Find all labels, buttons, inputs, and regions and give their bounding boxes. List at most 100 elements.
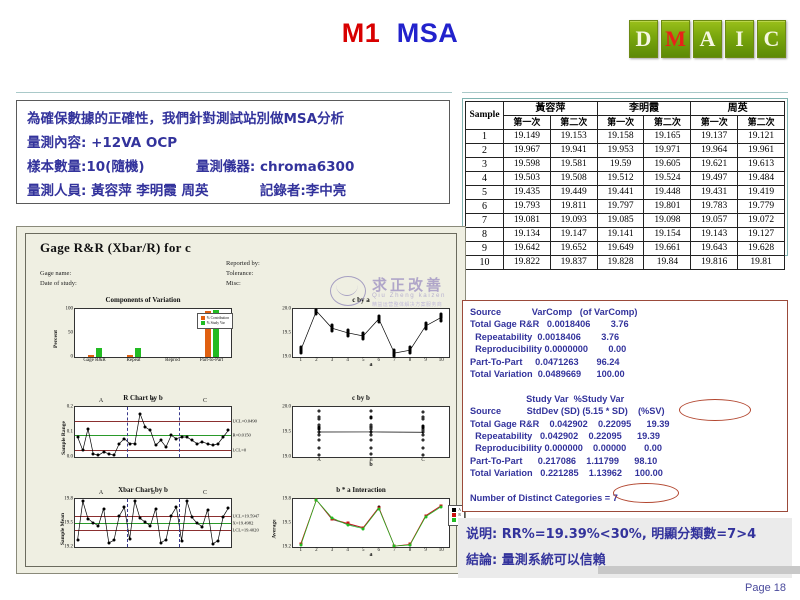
chart-group-label: B [150,398,156,404]
table-cell-value: 19.508 [549,171,598,186]
chart-y-tick: 19.5 [64,520,73,526]
table-cell-value: 19.441 [596,185,645,200]
table-header-trial: 第一次 [503,115,551,130]
table-cell-value: 19.419 [737,185,785,200]
chart-x-tick: 1 [299,358,303,363]
table-cell-value: 19.165 [643,129,692,144]
chart-data-point [317,446,321,450]
table-header-trial: 第一次 [596,115,645,130]
table-cell-value: 19.512 [596,171,645,186]
table-cell-value: 19.503 [503,171,551,186]
chart-title: Xbar Chart by b [118,486,168,494]
chart-r-chart-by-b: R Chart by b Sample Range 0.0 0.1 0.2 UCL=0.0… [48,394,257,472]
msa-description-box: 為確保數據的正確性，我們針對測試站別做MSA分析 量測內容: +12VA OCP… [16,100,450,204]
table-cell-value: 19.093 [549,213,598,228]
chart-y-tick: 19.5 [282,520,291,526]
table-cell-sample: 4 [465,171,504,186]
chart-group-divider [127,407,128,457]
chart-control-limit-label: R=0.0150 [232,432,251,438]
chart-x-axis-label: b [369,462,373,468]
table-cell-value: 19.811 [549,199,598,214]
chart-data-point [76,435,80,439]
chart-bar [134,347,141,357]
chart-y-tick: 0 [70,354,74,360]
chart-y-tick: 0.2 [66,404,73,410]
chart-data-point [317,409,321,413]
chart-y-tick: 19.8 [64,496,73,502]
chart-y-tick: 19.0 [282,454,291,460]
chart-control-limit-line [75,529,231,531]
chart-x-tick: 8 [408,548,412,553]
table-cell-value: 19.147 [549,227,598,242]
chart-data-point [226,506,230,510]
chart-title: b * a Interaction [336,486,386,494]
table-cell-value: 19.143 [690,227,739,242]
table-cell-value: 19.59 [596,157,645,172]
dmaic-badge-c: C [757,20,786,58]
table-cell-value: 19.643 [690,241,739,256]
table-cell-sample: 6 [465,199,504,214]
chart-y-tick: 19.2 [64,544,73,550]
chart-series-line [293,499,449,547]
table-cell-value: 19.816 [690,255,739,270]
chart-y-axis-label: Sample Range [60,421,67,455]
chart-group-divider [127,499,128,547]
table-cell-value: 19.141 [596,227,645,242]
footer-bar [598,566,800,574]
chart-series-line [293,309,449,357]
chart-y-tick: 19.2 [282,544,291,550]
chart-data-point [317,415,321,419]
chart-series-line [293,407,449,457]
chart-x-tick: 2 [315,358,318,363]
table-cell-value: 19.613 [737,157,785,172]
table-cell-value: 19.964 [690,143,739,158]
chart-control-limit-line [75,435,231,436]
gage-rr-statistics-text: Source VarComp (of VarComp) Total Gage R… [470,307,670,504]
table-cell-sample: 2 [465,143,504,158]
chart-title: c by a [352,296,370,304]
chart-group-label: C [202,490,208,496]
chart-data-point [369,433,373,437]
minitab-title: Gage R&R (Xbar/R) for c [40,240,192,255]
chart-plot-area: b 19.0 19.5 20.0 A B C [282,405,450,468]
info-line-purpose: 為確保數據的正確性，我們針對測試站別做MSA分析 [27,111,345,127]
chart-plot-area: 0.0 0.1 0.2 UCL=0.0490 R=0.0150 LCL=0 A B C [67,398,257,460]
chart-data-point [361,337,365,341]
table-cell-value: 19.158 [596,129,645,144]
chart-data-point [330,329,334,333]
title-code: M1 [341,18,381,48]
table-cell-value: 19.449 [549,185,598,200]
chart-legend-item: % Contribution [200,316,229,321]
chart-y-tick: 19.0 [282,354,291,360]
chart-group-label: A [98,398,104,404]
chart-y-tick: 19.5 [282,429,291,435]
chart-series-line [75,407,231,457]
chart-bar [126,355,133,357]
chart-b-a-interaction: b * a Interaction Average a 19.2 19.5 19.8 1 2 3… [266,486,465,562]
chart-legend-item: B [452,513,461,518]
chart-bar [87,355,94,357]
chart-control-limit-label: LCL=0 [232,447,247,453]
chart-data-point [392,354,396,358]
chart-data-point [369,446,373,450]
table-header-sample: Sample [465,101,504,130]
table-cell-value: 19.134 [503,227,551,242]
sample-count: 樣本數量:10(隨機) [27,159,145,175]
chart-x-axis-label: a [369,552,373,558]
chart-y-tick: 20.0 [282,404,291,410]
table-cell-value: 19.524 [643,171,692,186]
chart-data-point [369,415,373,419]
chart-y-axis-label: Sample Mean [60,512,67,546]
chart-x-tick: 3 [330,358,334,363]
dmaic-badge-m: M [661,20,690,58]
chart-plot-area: a 19.0 19.5 20.0 1 2 3 4 5 6 7 8 9 10 [282,307,450,368]
table-cell-value: 19.431 [690,185,739,200]
chart-y-tick: 50 [68,330,73,336]
table-cell-value: 19.484 [737,171,785,186]
chart-group-divider [179,499,180,547]
table-cell-value: 19.621 [690,157,739,172]
chart-y-tick: 0.0 [66,454,73,460]
table-row: 7 19.081 19.093 19.085 19.098 19.057 19.072 [465,213,785,228]
table-header-trial: 第二次 [643,115,692,130]
dmaic-badge-i: I [725,20,754,58]
